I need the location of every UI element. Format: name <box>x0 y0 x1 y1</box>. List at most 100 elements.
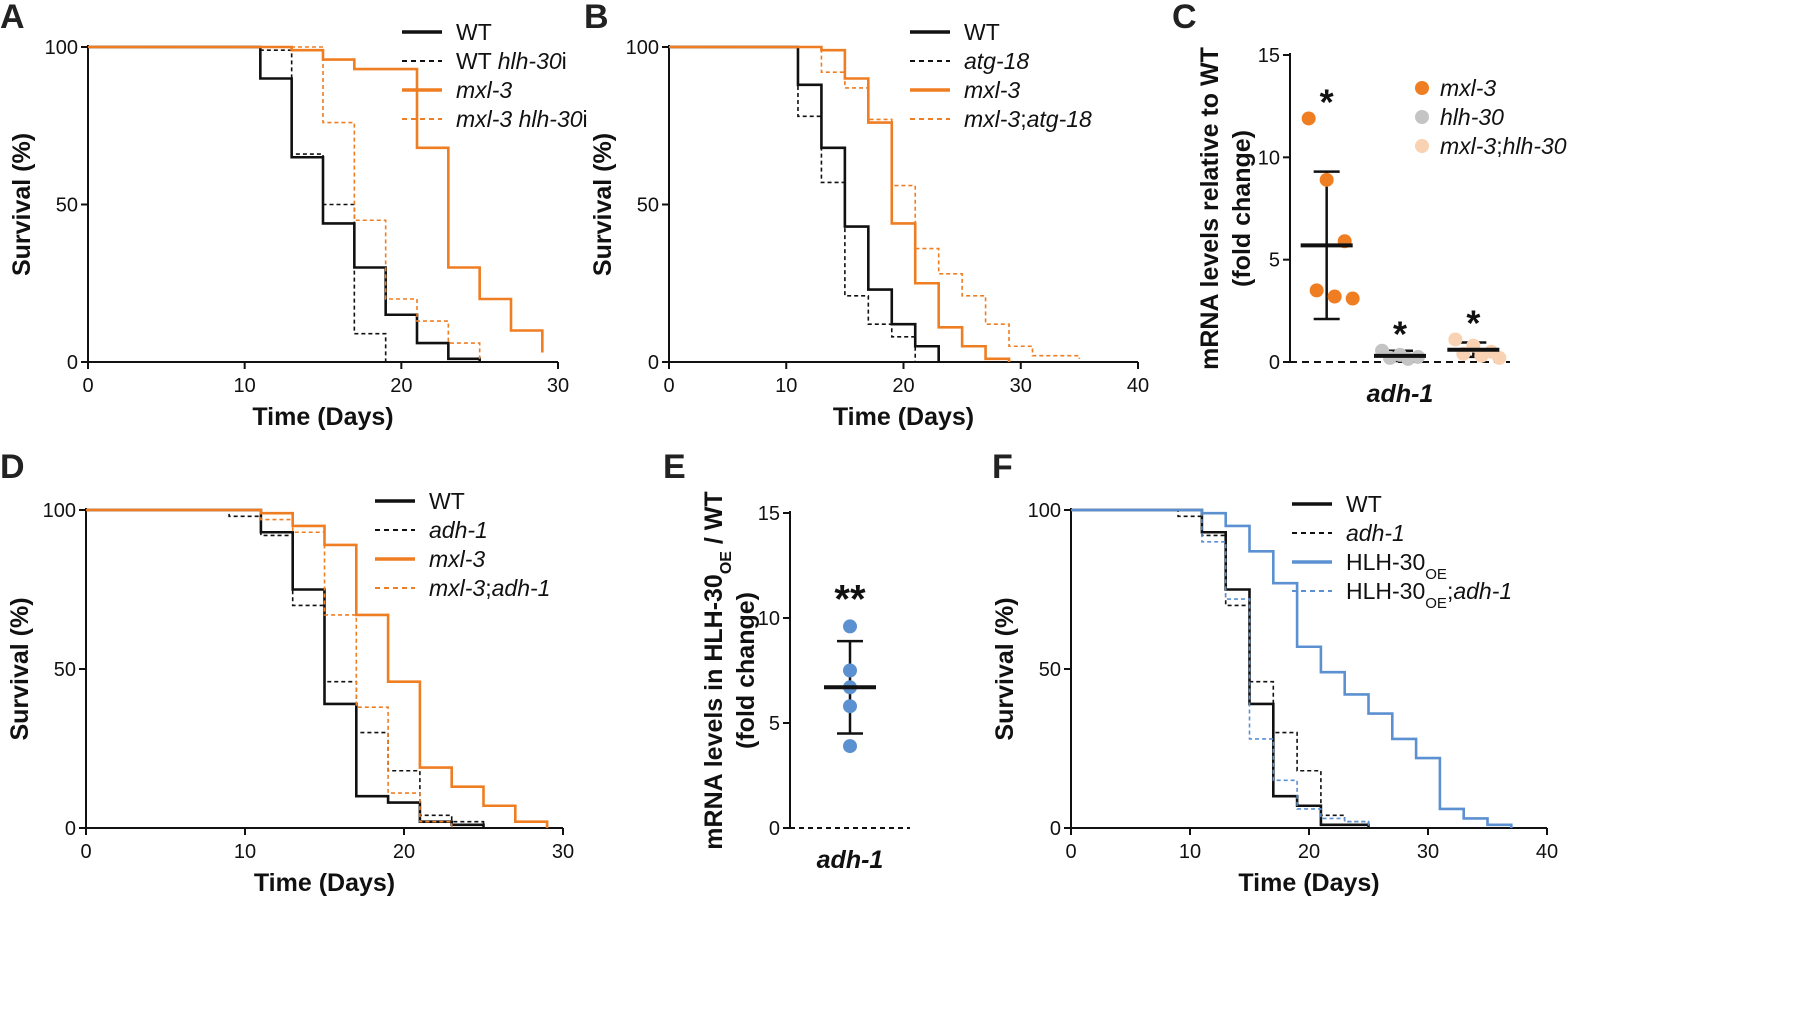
legend-label: adh-1 <box>1346 520 1405 546</box>
y-tick-label: 100 <box>45 37 78 59</box>
legend-label: mxl-3 <box>429 546 485 572</box>
legend-label: WT <box>429 488 465 514</box>
y-tick-label: 15 <box>1258 45 1280 67</box>
y-axis-title: Survival (%) <box>8 133 36 276</box>
series-line-0 <box>88 45 481 362</box>
x-tick-label: 0 <box>82 375 93 397</box>
x-tick-label: 0 <box>663 375 674 397</box>
y-tick-label: 50 <box>637 195 659 217</box>
y-tick-label: 0 <box>67 352 78 374</box>
panel-d: D 0 50 100 0 10 20 30 Time (Days) Survival (%) WT a… <box>0 448 574 897</box>
legend-label: WT hlh-30i <box>456 48 567 74</box>
legend-label: adh-1 <box>429 517 488 543</box>
panel-e: E 0 5 10 15 adh-1 mRNA levels in HLH-30OE / WT… <box>663 448 910 874</box>
x-tick-label: 30 <box>547 375 569 397</box>
y-axis-title-line2: (fold change) <box>732 592 760 749</box>
legend-label: mxl-3 <box>456 77 512 103</box>
legend-label: hlh-30 <box>1440 104 1504 130</box>
x-tick-label: 30 <box>1010 375 1032 397</box>
panel-f: F 0 50 100 0 10 20 30 40 Time (Days) Survival (%) W… <box>991 448 1558 897</box>
x-tick-label: 10 <box>775 375 797 397</box>
data-point <box>843 619 857 634</box>
y-axis-title: Survival (%) <box>6 597 34 740</box>
x-category-label: adh-1 <box>817 846 884 874</box>
legend-label: WT <box>964 19 1000 45</box>
legend: mxl-3 hlh-30 mxl-3;hlh-30 <box>1415 75 1567 159</box>
series-line-1 <box>669 46 917 362</box>
y-axis-title-line2: (fold change) <box>1228 130 1256 287</box>
data-point <box>843 739 857 754</box>
legend-label: mxl-3;atg-18 <box>964 106 1092 132</box>
legend-label: mxl-3;hlh-30 <box>1440 133 1567 159</box>
y-axis-title: Survival (%) <box>589 133 617 276</box>
significance-mark: * <box>1393 314 1407 355</box>
data-point <box>1309 283 1324 298</box>
legend-label: mxl-3 hlh-30i <box>456 106 588 132</box>
y-tick-label: 5 <box>1269 250 1280 272</box>
y-tick-label: 50 <box>1039 659 1061 681</box>
y-tick-label: 100 <box>43 500 76 522</box>
panel-b: B 0 50 100 0 10 20 30 40 Time (Days) Survival (%) W… <box>584 0 1149 431</box>
series-line-2 <box>88 45 544 353</box>
series-line-2 <box>1071 508 1513 828</box>
data-point <box>1474 348 1489 363</box>
x-tick-label: 20 <box>390 375 412 397</box>
legend: WT WT hlh-30i mxl-3 mxl-3 hlh-30i <box>402 19 588 132</box>
series-line-2 <box>86 508 549 828</box>
legend-label: HLH-30OE;adh-1 <box>1346 578 1512 612</box>
series-line-2 <box>669 45 1011 362</box>
legend-swatch <box>1415 139 1429 153</box>
data-point <box>1327 289 1342 304</box>
legend-label: mxl-3;adh-1 <box>429 575 550 601</box>
data-point <box>1345 291 1360 306</box>
panel-c: C 0 5 10 15 adh-1 mRNA levels relative to WT (f… <box>1172 0 1567 408</box>
legend-label: WT <box>456 19 492 45</box>
x-tick-label: 30 <box>552 841 574 863</box>
series-line-1 <box>86 509 485 828</box>
panel-label-f: F <box>992 448 1013 486</box>
x-axis-title: Time (Days) <box>254 869 395 897</box>
x-axis-title: Time (Days) <box>833 403 974 431</box>
data-point <box>1319 172 1334 187</box>
group-2: * <box>1447 302 1507 365</box>
series-line-3 <box>88 46 481 359</box>
y-tick-label: 0 <box>1050 818 1061 840</box>
legend-label: mxl-3 <box>1440 75 1496 101</box>
y-tick-label: 0 <box>648 352 659 374</box>
data-point <box>1448 332 1463 347</box>
significance-mark: * <box>1466 302 1480 343</box>
y-tick-label: 10 <box>1258 147 1280 169</box>
panel-label-a: A <box>0 0 25 36</box>
legend-label: mxl-3 <box>964 77 1020 103</box>
group-0: * <box>1300 81 1360 321</box>
group-1: * <box>1374 314 1426 366</box>
y-tick-label: 15 <box>758 503 780 525</box>
x-tick-label: 40 <box>1127 375 1149 397</box>
legend: WT atg-18 mxl-3 mxl-3;atg-18 <box>910 19 1092 132</box>
group-0: ** <box>824 577 876 754</box>
y-tick-label: 0 <box>1269 352 1280 374</box>
x-category-label: adh-1 <box>1367 380 1434 408</box>
x-tick-label: 0 <box>80 841 91 863</box>
y-tick-label: 10 <box>758 608 780 630</box>
panel-label-e: E <box>663 448 686 486</box>
data-point <box>843 663 857 678</box>
series-line-1 <box>1071 509 1370 828</box>
data-point <box>1301 111 1316 126</box>
data-point <box>1492 350 1507 365</box>
significance-mark: * <box>1320 81 1334 122</box>
x-axis-title: Time (Days) <box>252 403 393 431</box>
x-tick-label: 0 <box>1065 841 1076 863</box>
series-line-0 <box>669 45 940 362</box>
y-tick-label: 5 <box>769 713 780 735</box>
legend-label: atg-18 <box>964 48 1029 74</box>
legend-label: WT <box>1346 491 1382 517</box>
significance-mark: ** <box>834 577 866 621</box>
series-line-0 <box>1071 508 1370 828</box>
y-tick-label: 0 <box>769 818 780 840</box>
legend-swatch <box>1415 110 1429 124</box>
x-tick-label: 10 <box>234 841 256 863</box>
